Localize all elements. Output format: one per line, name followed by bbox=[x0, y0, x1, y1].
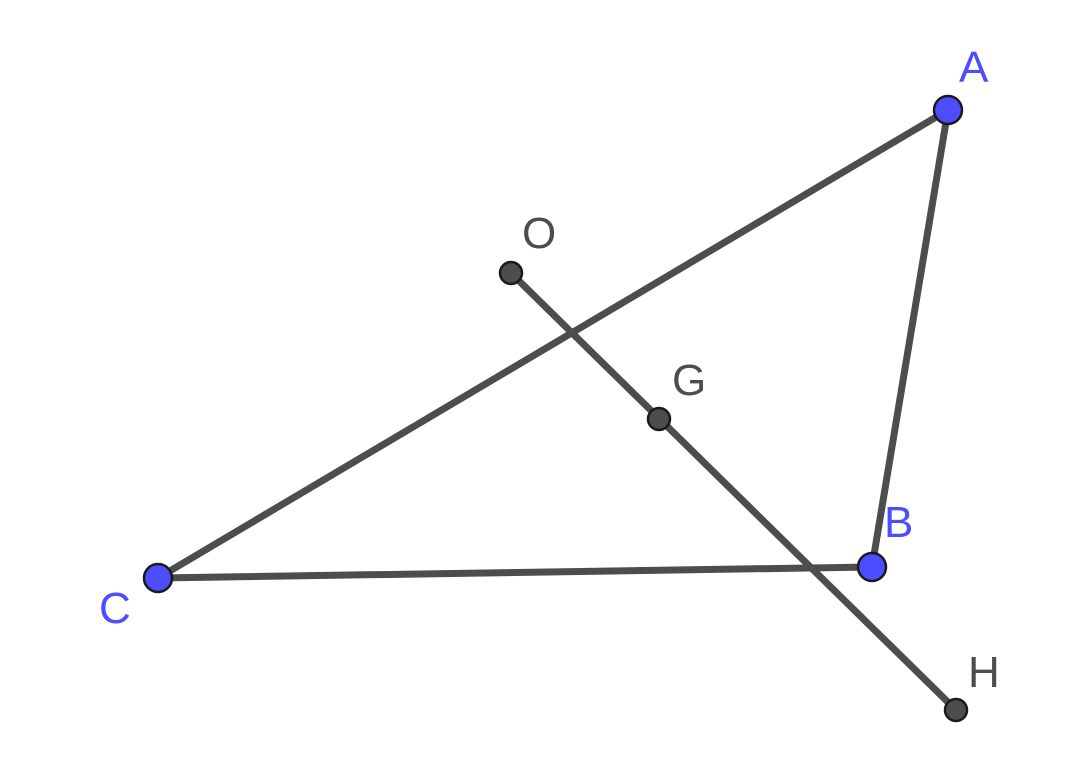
segment-bc[interactable] bbox=[154, 563, 876, 582]
label-c: C bbox=[99, 584, 131, 633]
label-b: B bbox=[884, 498, 913, 547]
label-a: A bbox=[959, 43, 989, 92]
point-c[interactable] bbox=[142, 562, 174, 594]
segment-oh[interactable] bbox=[507, 269, 960, 714]
label-o: O bbox=[522, 209, 556, 258]
point-a[interactable] bbox=[932, 94, 964, 126]
label-h: H bbox=[968, 648, 1000, 697]
segment-ab[interactable] bbox=[868, 106, 952, 571]
point-b[interactable] bbox=[856, 551, 888, 583]
point-h[interactable] bbox=[943, 697, 969, 723]
point-g[interactable] bbox=[646, 406, 672, 432]
point-o[interactable] bbox=[498, 260, 524, 286]
segment-ca[interactable] bbox=[154, 106, 952, 582]
label-g: G bbox=[672, 356, 706, 405]
